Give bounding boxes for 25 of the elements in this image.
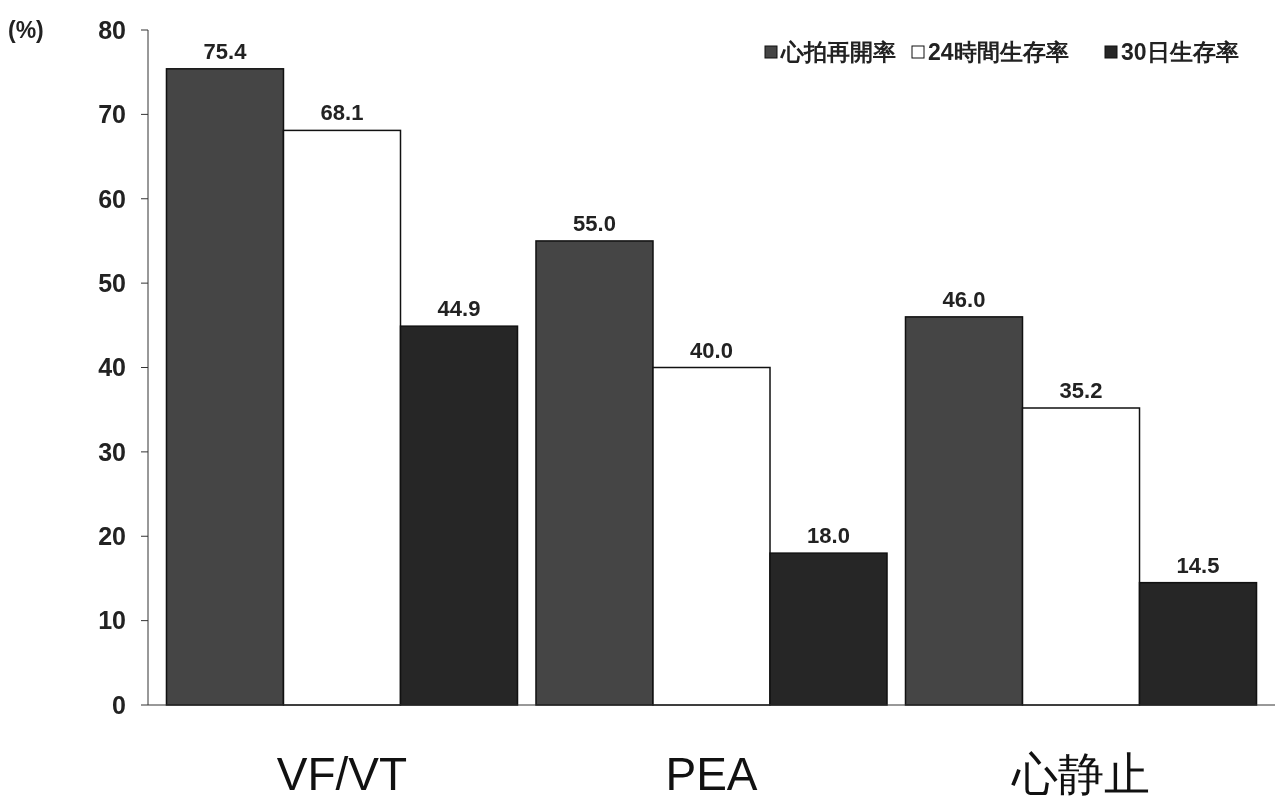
x-tick-label: VF/VT — [276, 748, 408, 800]
data-label: 68.1 — [320, 100, 364, 126]
y-tick-label: 60 — [98, 184, 126, 213]
y-tick-label: 80 — [98, 15, 126, 44]
legend-label: 心拍再開率 — [780, 39, 896, 65]
data-label: 18.0 — [807, 523, 850, 549]
x-tick-label: PEA — [665, 748, 758, 800]
legend-label: 30日生存率 — [1121, 39, 1239, 65]
data-label: 35.2 — [1059, 378, 1103, 403]
y-tick-label: 70 — [98, 100, 126, 129]
y-axis-title: (%) — [8, 17, 44, 44]
data-label: 55.0 — [573, 210, 616, 236]
data-label: 14.5 — [1176, 552, 1220, 578]
data-label: 40.0 — [690, 337, 733, 363]
data-label: 46.0 — [942, 286, 986, 312]
y-tick-label: 40 — [98, 353, 126, 382]
y-tick-label: 30 — [98, 437, 126, 466]
y-tick-label: 0 — [112, 690, 126, 719]
x-tick-label: 心静止 — [1011, 748, 1151, 800]
y-tick-label: 50 — [98, 268, 126, 297]
y-tick-label: 10 — [98, 606, 126, 635]
legend-label: 24時間生存率 — [928, 39, 1069, 65]
y-tick-label: 20 — [98, 522, 126, 550]
data-label: 44.9 — [437, 296, 481, 322]
data-label: 75.4 — [203, 38, 248, 64]
